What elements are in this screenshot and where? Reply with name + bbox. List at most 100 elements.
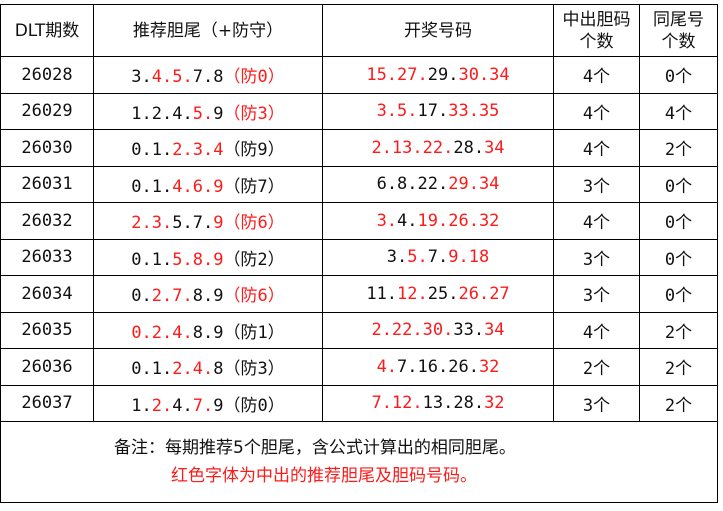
segment: （防9） xyxy=(223,140,285,161)
segment: 8（防3） xyxy=(213,359,285,380)
table-row: 26032 2.3.5.7.9（防6） 3.4.19.26.32 4个 0个 xyxy=(0,202,718,240)
segment: 25. xyxy=(427,283,459,304)
hits-cell: 4个 xyxy=(553,311,640,349)
segment: 7.8 xyxy=(192,67,224,88)
same-tail-cell: 2个 xyxy=(639,311,718,349)
hit-segment: 19.26.32 xyxy=(417,210,500,231)
hits-cell: 4个 xyxy=(553,56,640,94)
same-tail-cell: 0个 xyxy=(639,238,718,276)
segment: 4. xyxy=(397,210,418,231)
header-same-text: 同尾号个数 xyxy=(653,9,704,52)
hit-segment: 5.8.9 xyxy=(172,249,224,270)
note-row: 备注：每期推荐5个胆尾，含公式计算出的相同胆尾。 红色字体为中出的推荐胆尾及胆码… xyxy=(0,421,718,503)
draw-numbers-cell: 6.8.22.29.34 xyxy=(322,165,554,203)
segment: 8.9（防1） xyxy=(192,322,285,343)
segment: 0.1. xyxy=(131,140,173,161)
table-row: 26031 0.1.4.6.9（防7） 6.8.22.29.34 3个 0个 xyxy=(0,165,718,203)
period-cell: 26029 xyxy=(0,92,94,130)
hit-segment: 34 xyxy=(484,320,505,341)
hit-segment: 32 xyxy=(484,393,505,414)
hit-segment: 4.6.9 xyxy=(172,176,224,197)
note-line-1: 备注：每期推荐5个胆尾，含公式计算出的相同胆尾。 xyxy=(114,438,516,458)
same-tail-cell: 2个 xyxy=(639,129,718,167)
recommend-cell: 0.2.7.8.9（防6） xyxy=(93,275,323,313)
segment: 0.1. xyxy=(131,176,173,197)
table-row: 26030 0.1.2.3.4（防9） 2.13.22.28.34 4个 2个 xyxy=(0,129,718,167)
segment: 9（防0） xyxy=(213,395,285,416)
same-tail-cell: 2个 xyxy=(639,384,718,422)
recommend-cell: 2.3.5.7.9（防6） xyxy=(93,202,323,240)
table-row: 26034 0.2.7.8.9（防6） 11.12.25.26.27 3个 0个 xyxy=(0,275,718,313)
segment: 3. xyxy=(131,67,152,88)
same-tail-cell: 0个 xyxy=(639,202,718,240)
header-recommend: 推荐胆尾（+防守） xyxy=(93,4,323,57)
hit-segment: （防0） xyxy=(223,67,285,88)
segment: 8.9 xyxy=(192,286,224,307)
recommend-cell: 3.4.5.7.8（防0） xyxy=(93,56,323,94)
segment: 6.8.22. xyxy=(376,174,449,195)
draw-numbers-cell: 4.7.16.26.32 xyxy=(322,348,554,386)
lottery-table: DLT期数 推荐胆尾（+防守） 开奖号码 中出胆码个数 同尾号个数 26028 3… xyxy=(0,4,718,503)
hits-cell: 3个 xyxy=(553,275,640,313)
hit-segment: 7. xyxy=(192,395,214,416)
table-row: 26029 1.2.4.5.9（防3） 3.5.17.33.35 4个 4个 xyxy=(0,92,718,130)
same-tail-cell: 0个 xyxy=(639,56,718,94)
draw-numbers-cell: 2.13.22.28.34 xyxy=(322,129,554,167)
same-tail-cell: 0个 xyxy=(639,165,718,203)
recommend-cell: 1.2.4.7.9（防0） xyxy=(93,384,323,422)
hit-segment: 29.34 xyxy=(448,174,500,195)
hit-segment: 4. xyxy=(376,356,398,377)
segment: 29. xyxy=(427,64,459,85)
segment: 0.1. xyxy=(131,249,173,270)
segment: 28. xyxy=(453,137,485,158)
hit-segment: 34 xyxy=(484,137,505,158)
period-cell: 26034 xyxy=(0,275,94,313)
segment: 7.16.26. xyxy=(397,356,479,377)
draw-numbers-cell: 3.5.17.33.35 xyxy=(322,92,554,130)
header-period: DLT期数 xyxy=(0,4,94,57)
hit-segment: （防3） xyxy=(223,103,285,124)
hit-segment: 9（防6） xyxy=(213,213,285,234)
hit-segment: 5. xyxy=(192,103,214,124)
draw-numbers-cell: 3.5.7.9.18 xyxy=(322,238,554,276)
hits-cell: 4个 xyxy=(553,92,640,130)
table-row: 26036 0.1.2.4.8（防3） 4.7.16.26.32 2个 2个 xyxy=(0,348,718,386)
hit-segment: 30.34 xyxy=(458,64,510,85)
segment: 3. xyxy=(386,247,408,268)
hit-segment: 2.3.4 xyxy=(172,140,224,161)
hits-cell: 4个 xyxy=(553,129,640,167)
draw-numbers-cell: 2.22.30.33.34 xyxy=(322,311,554,349)
header-same-tail: 同尾号个数 xyxy=(639,4,718,57)
same-tail-cell: 4个 xyxy=(639,92,718,130)
hit-segment: 2.3. xyxy=(131,213,173,234)
period-cell: 26030 xyxy=(0,129,94,167)
table-row: 26033 0.1.5.8.9（防2） 3.5.7.9.18 3个 0个 xyxy=(0,238,718,276)
hit-segment: 32 xyxy=(478,356,500,377)
segment: （防7） xyxy=(223,176,285,197)
recommend-cell: 0.1.5.8.9（防2） xyxy=(93,238,323,276)
segment: 9 xyxy=(213,103,224,124)
hit-segment: 15.27. xyxy=(366,64,428,85)
segment: 1.2.4. xyxy=(131,103,193,124)
hits-cell: 4个 xyxy=(553,202,640,240)
header-hits: 中出胆码个数 xyxy=(553,4,640,57)
hit-segment: 2.13.22. xyxy=(371,137,454,158)
hit-segment: 5. xyxy=(407,247,428,268)
hit-segment: 0.2.4. xyxy=(131,322,193,343)
segment: 0. xyxy=(131,286,152,307)
segment: 0.1. xyxy=(131,359,173,380)
hits-cell: 3个 xyxy=(553,165,640,203)
period-cell: 26036 xyxy=(0,348,94,386)
note-cell: 备注：每期推荐5个胆尾，含公式计算出的相同胆尾。 红色字体为中出的推荐胆尾及胆码… xyxy=(0,421,718,503)
recommend-cell: 0.1.4.6.9（防7） xyxy=(93,165,323,203)
segment: 11. xyxy=(366,283,398,304)
segment: 17. xyxy=(417,101,449,122)
segment: 5.7. xyxy=(172,213,214,234)
hit-segment: 4.5. xyxy=(151,67,193,88)
hit-segment: 7.12. xyxy=(371,393,423,414)
table-row: 26028 3.4.5.7.8（防0） 15.27.29.30.34 4个 0个 xyxy=(0,56,718,94)
draw-numbers-cell: 3.4.19.26.32 xyxy=(322,202,554,240)
segment: 7. xyxy=(427,247,449,268)
period-cell: 26035 xyxy=(0,311,94,349)
segment: 33. xyxy=(453,320,485,341)
